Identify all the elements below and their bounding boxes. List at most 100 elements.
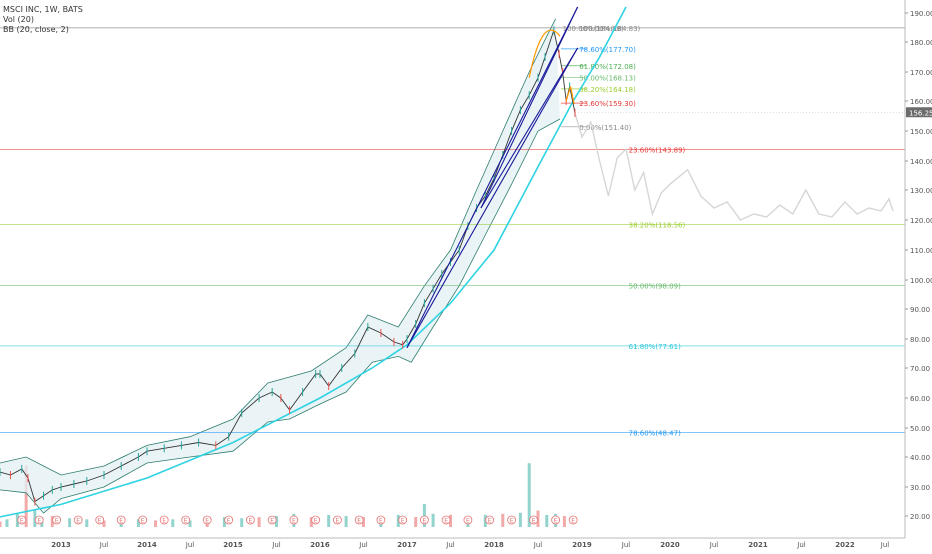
volume-bar <box>171 519 175 527</box>
earnings-marker-label: E <box>98 518 102 525</box>
earnings-marker <box>529 515 538 525</box>
volume-bar <box>501 513 505 527</box>
trendline <box>480 6 579 209</box>
x-tick-label: 2017 <box>397 541 417 549</box>
x-tick-label: Jul <box>99 541 109 549</box>
fibonacci-level-label: 78.60%(48.47) <box>629 429 681 437</box>
earnings-marker-label: E <box>119 518 123 525</box>
volume-bar <box>527 463 531 527</box>
earnings-marker-label: E <box>141 518 145 525</box>
volume-bar <box>50 516 54 527</box>
earnings-marker-label: E <box>401 518 405 525</box>
y-tick-label: 130.00 <box>910 187 932 195</box>
earnings-marker-label: E <box>37 518 41 525</box>
earnings-marker <box>354 515 364 525</box>
trendline <box>406 6 579 348</box>
fibonacci-level-label: 78.60%(177.70) <box>579 46 636 54</box>
y-tick-label: 150.00 <box>910 128 932 136</box>
y-tick-label: 160.00 <box>910 98 932 106</box>
earnings-marker <box>224 515 234 525</box>
volume-bar <box>275 516 278 527</box>
volume-bar <box>85 519 89 527</box>
volume-legend: Vol (20) <box>3 15 34 24</box>
earnings-marker-label: E <box>336 518 340 525</box>
y-tick-label: 70.00 <box>910 365 930 373</box>
y-tick-label: 170.00 <box>910 69 932 77</box>
volume-bar <box>344 516 348 527</box>
fibonacci-level-label: 50.00%(168.13) <box>579 74 636 82</box>
earnings-marker-label: E <box>184 518 188 525</box>
fibonacci-level-label: 50.00%(98.09) <box>629 283 681 291</box>
volume-bar <box>5 519 9 527</box>
earnings-marker-label: E <box>554 518 558 525</box>
x-tick-label: 2020 <box>660 541 680 549</box>
earnings-marker <box>485 515 495 525</box>
earnings-marker-label: E <box>20 518 24 525</box>
earnings-marker <box>245 515 255 525</box>
volume-bar <box>545 514 549 527</box>
earnings-marker <box>332 515 342 525</box>
price-layer <box>0 26 576 506</box>
y-tick-label: 140.00 <box>910 158 932 166</box>
x-tick-label: Jul <box>271 541 281 549</box>
fibonacci-layer: 100.00%(184.88) 78.60%(177.70) 61.80%(172.… <box>0 25 905 437</box>
x-tick-label: 2022 <box>835 541 855 549</box>
volume-bar <box>562 516 566 527</box>
fibonacci-level-label: 0.00%(151.40) <box>579 124 631 132</box>
fibonacci-level-label: 23.60%(159.30) <box>579 100 636 108</box>
earnings-marker <box>376 515 386 525</box>
earnings-marker <box>311 515 321 525</box>
earnings-marker <box>95 515 105 525</box>
x-tick-label: Jul <box>445 541 455 549</box>
earnings-marker-label: E <box>510 518 514 525</box>
earnings-marker-label: E <box>314 518 318 525</box>
x-tick-label: 2016 <box>310 541 330 549</box>
bollinger-lower-line <box>0 118 561 514</box>
volume-bar <box>257 517 261 527</box>
x-tick-label: Jul <box>709 541 719 549</box>
volume-bar <box>68 518 72 527</box>
y-tick-label: 40.00 <box>910 454 930 462</box>
projection-layer <box>574 112 894 221</box>
earnings-marker-label: E <box>466 518 470 525</box>
y-tick-label: 100.00 <box>910 277 932 285</box>
x-tick-label: Jul <box>880 541 890 549</box>
volume-bar <box>309 517 313 527</box>
x-tick-label: Jul <box>533 541 543 549</box>
earnings-marker-label: E <box>205 518 209 525</box>
earnings-marker <box>17 515 27 525</box>
top-arc <box>528 29 561 78</box>
earnings-marker <box>159 515 169 525</box>
volume-bar <box>222 517 226 527</box>
earnings-marker <box>52 515 62 525</box>
price-axis-panel <box>905 0 932 550</box>
trendline-layer <box>406 6 579 348</box>
volume-bar <box>327 514 331 527</box>
earnings-marker <box>202 515 212 525</box>
volume-bar <box>414 517 418 527</box>
fibonacci-level-label: 100.00%(184.88) <box>563 25 624 33</box>
volume-bar <box>431 513 435 527</box>
y-tick-label: 90.00 <box>910 306 930 314</box>
volume-bar <box>396 514 400 527</box>
earnings-marker-label: E <box>488 518 492 525</box>
x-tick-label: Jul <box>358 541 368 549</box>
fibonacci-level-label: 100.00%(184.83) <box>579 25 640 33</box>
fibonacci-level-label: 38.20%(118.56) <box>629 221 686 229</box>
volume-bar <box>240 518 244 527</box>
earnings-marker <box>398 515 408 525</box>
x-tick-label: 2019 <box>572 541 592 549</box>
earnings-marker-label: E <box>357 518 361 525</box>
trendline <box>406 47 579 348</box>
trendline <box>480 47 579 209</box>
earnings-marker-label: E <box>532 518 536 525</box>
fibonacci-level-label: 61.80%(172.08) <box>579 63 636 71</box>
x-tick-label: Jul <box>796 541 806 549</box>
earnings-marker <box>181 515 191 525</box>
earnings-marker <box>568 515 578 525</box>
